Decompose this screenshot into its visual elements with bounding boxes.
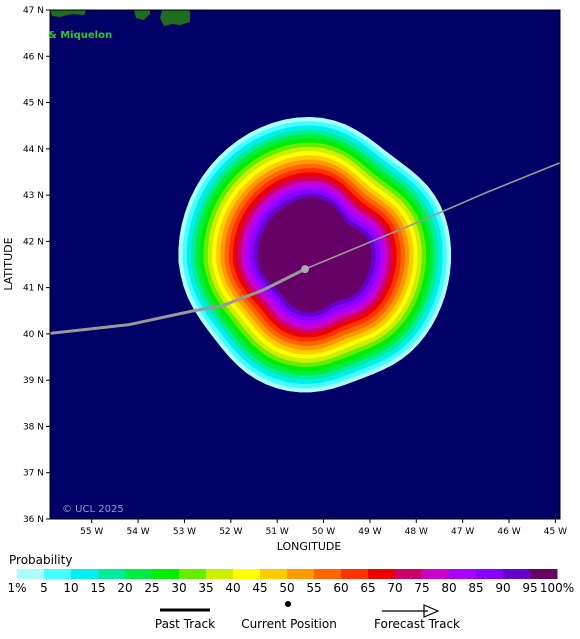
legend-color-swatch: [125, 569, 153, 579]
forecast-track-label: Forecast Track: [374, 617, 460, 631]
y-tick-label: 40 N: [23, 330, 44, 340]
land-masses: [50, 10, 190, 26]
x-tick-label: 54 W: [126, 527, 149, 537]
legend-value-label: 50: [279, 581, 294, 595]
track-legend: Past Track Current Position Forecast Tra…: [155, 601, 460, 631]
legend-color-swatch: [422, 569, 450, 579]
storm-track: [50, 161, 560, 335]
y-tick-label: 41 N: [23, 284, 44, 294]
legend-value-label: 55: [306, 581, 321, 595]
y-tick-label: 37 N: [23, 469, 44, 479]
legend-color-swatch: [233, 569, 261, 579]
legend-value-label: 1%: [7, 581, 26, 595]
legend-color-swatch: [260, 569, 288, 579]
legend-value-label: 15: [90, 581, 105, 595]
legend-color-swatch: [314, 569, 342, 579]
probability-contours: [178, 116, 452, 393]
map-border: [49, 9, 561, 520]
y-tick-label: 42 N: [23, 237, 44, 247]
y-axis-title: LATITUDE: [2, 237, 15, 290]
land-patch-east: [160, 10, 190, 26]
past-track-line: [50, 267, 306, 335]
y-tick-label: 45 N: [23, 99, 44, 109]
x-tick-label: 49 W: [358, 527, 381, 537]
current-position-label: Current Position: [241, 617, 337, 631]
x-tick-label: 50 W: [312, 527, 335, 537]
y-axis: 47 N 46 N 45 N 44 N 43 N 42 N 41 N 40 N 39 N 38 N…: [23, 6, 50, 525]
legend-color-swatch: [341, 569, 369, 579]
forecast-arrow-icon: [423, 604, 440, 618]
legend-value-label: 60: [333, 581, 348, 595]
legend-value-label: 80: [441, 581, 456, 595]
current-position-marker: [301, 265, 309, 274]
x-tick-label: 51 W: [266, 527, 289, 537]
x-axis-title: LONGITUDE: [277, 540, 342, 553]
x-tick-label: 45 W: [544, 527, 567, 537]
legend-color-swatch: [449, 569, 477, 579]
legend-color-swatch: [44, 569, 72, 579]
watermark: © UCL 2025: [62, 504, 124, 515]
legend-color-swatch: [152, 569, 180, 579]
x-axis: 55 W 54 W 53 W 52 W 51 W 50 W 49 W 48 W 47 W 46 W…: [80, 519, 567, 537]
legend-value-label: 65: [360, 581, 375, 595]
y-tick-label: 39 N: [23, 376, 44, 386]
y-tick-label: 43 N: [23, 191, 44, 201]
land-patch-west: [50, 10, 86, 17]
legend-color-swatch: [179, 569, 207, 579]
legend-value-label: 35: [198, 581, 213, 595]
legend-title: Probability: [9, 553, 72, 567]
legend-color-swatch: [17, 569, 45, 579]
x-tick-label: 52 W: [219, 527, 242, 537]
current-position-symbol: [285, 601, 291, 607]
legend-color-swatch: [476, 569, 504, 579]
legend-value-label: 85: [468, 581, 483, 595]
legend-value-label: 30: [171, 581, 186, 595]
y-tick-label: 46 N: [23, 52, 44, 62]
legend-value-label: 95: [522, 581, 537, 595]
y-tick-label: 47 N: [23, 6, 44, 16]
legend-color-swatch: [395, 569, 423, 579]
legend-value-label: 5: [40, 581, 48, 595]
x-tick-label: 48 W: [405, 527, 428, 537]
legend-color-swatch: [71, 569, 99, 579]
legend-value-label: 100%: [540, 581, 574, 595]
x-tick-label: 55 W: [80, 527, 103, 537]
legend-value-label: 40: [225, 581, 240, 595]
land-patch-middle: [134, 10, 150, 20]
legend-value-label: 20: [117, 581, 132, 595]
legend-value-label: 90: [495, 581, 510, 595]
legend-value-label: 75: [414, 581, 429, 595]
x-tick-label: 53 W: [173, 527, 196, 537]
legend-value-label: 45: [252, 581, 267, 595]
y-tick-label: 44 N: [23, 145, 44, 155]
legend-color-swatch: [368, 569, 396, 579]
legend-color-bar: [17, 569, 558, 579]
probability-legend: Probability 1% 5 10 15 20 25 30 35 40 45 50 55 60 65 7…: [7, 553, 574, 595]
legend-color-swatch: [503, 569, 531, 579]
legend-value-label: 10: [63, 581, 78, 595]
probability-contour-19: [257, 197, 372, 313]
past-track-label: Past Track: [155, 617, 215, 631]
legend-color-swatch: [287, 569, 315, 579]
region-label: & Miquelon: [48, 30, 112, 41]
map-panel: & Miquelon © UCL 2025: [48, 9, 561, 520]
legend-tick-labels: 1% 5 10 15 20 25 30 35 40 45 50 55 60 65 70 75 80 85 90 95 1…: [7, 581, 574, 595]
forecast-track-line: [304, 161, 560, 270]
x-tick-label: 47 W: [451, 527, 474, 537]
legend-value-label: 70: [387, 581, 402, 595]
legend-color-swatch: [530, 569, 558, 579]
legend-color-swatch: [98, 569, 126, 579]
y-tick-label: 36 N: [23, 515, 44, 525]
x-tick-label: 46 W: [497, 527, 520, 537]
legend-value-label: 25: [144, 581, 159, 595]
legend-color-swatch: [206, 569, 234, 579]
y-tick-label: 38 N: [23, 422, 44, 432]
